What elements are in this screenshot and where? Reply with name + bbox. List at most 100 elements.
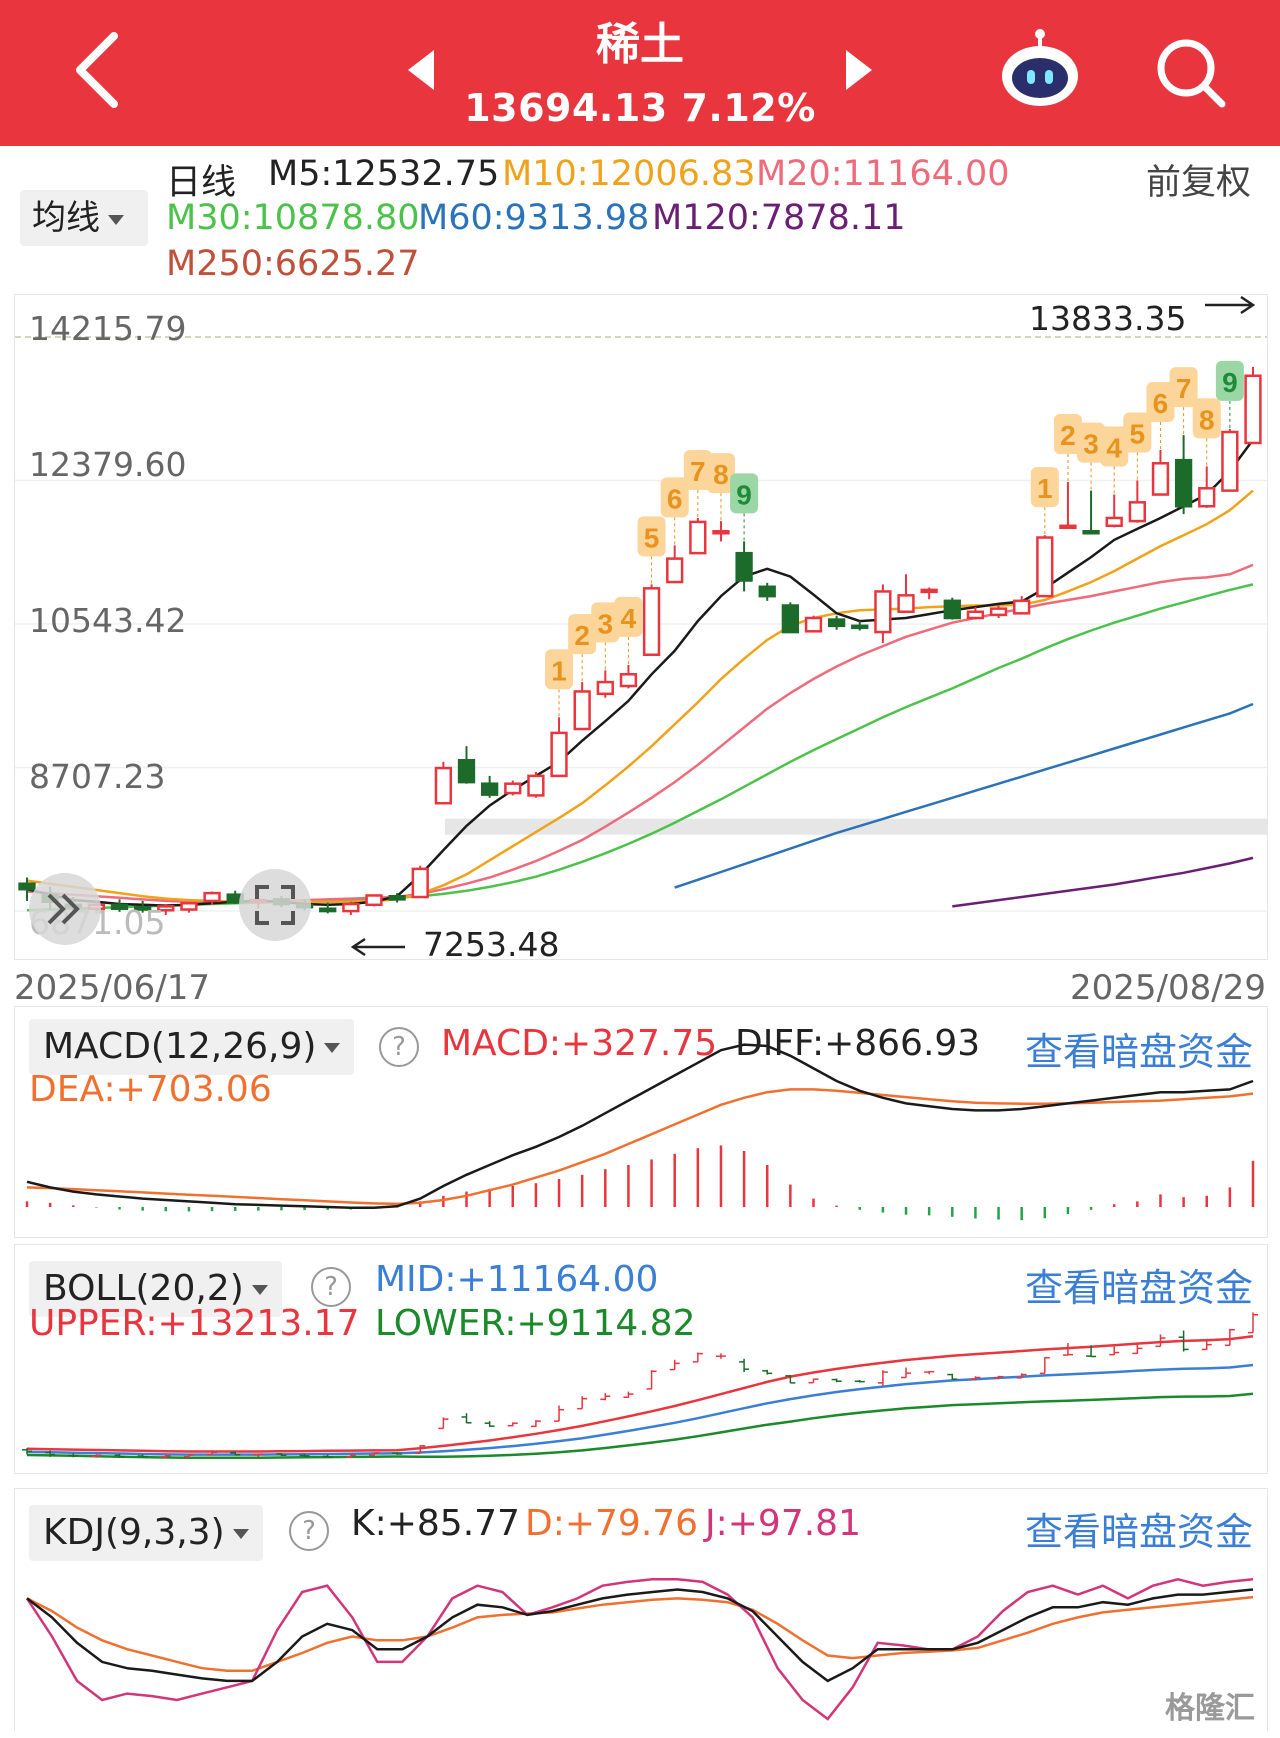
candle: [989, 607, 1008, 617]
help-icon[interactable]: ?: [289, 1511, 329, 1551]
page-title: 稀土: [596, 19, 684, 70]
dark-pool-link[interactable]: 查看暗盘资金: [1024, 1030, 1253, 1074]
ma5-value: M5:12532.75: [268, 154, 500, 194]
fullscreen-icon: [255, 885, 295, 925]
kdj-d-line: [26, 1595, 1254, 1673]
td-marker-label: 4: [621, 603, 637, 634]
indicator-select-label: 均线: [32, 198, 100, 238]
candle: [411, 867, 429, 899]
candle: [1221, 430, 1239, 492]
macd-value: MACD:+327.75: [441, 1023, 718, 1064]
current-price: 13694.13: [464, 86, 668, 130]
td-marker-label: 7: [690, 456, 706, 487]
help-icon[interactable]: ?: [311, 1267, 351, 1307]
candle: [804, 616, 823, 633]
td-marker-label: 4: [1106, 433, 1122, 464]
candle: [712, 530, 730, 535]
search-icon[interactable]: [1152, 34, 1228, 110]
candle: [619, 673, 638, 688]
ma20-value: M20:11164.00: [756, 154, 1010, 194]
td-marker-label: 9: [1222, 367, 1238, 398]
candle: [943, 599, 961, 620]
help-icon[interactable]: ?: [379, 1027, 419, 1067]
candle: [180, 902, 198, 911]
td-marker-label: 8: [1199, 404, 1215, 435]
back-arrow-icon[interactable]: [66, 30, 136, 110]
ma10-value: M10:12006.83: [502, 154, 756, 194]
td-marker-label: 2: [1060, 420, 1076, 451]
td-marker: [730, 473, 759, 514]
candle: [1174, 458, 1193, 508]
kdj-panel[interactable]: KDJ(9,3,3) ? K:+85.77 D:+79.76 J:+97.81 …: [14, 1488, 1268, 1731]
kdj-svg: [25, 1578, 1254, 1721]
chevron-down-icon: [251, 1285, 268, 1295]
macd-select[interactable]: MACD(12,26,9): [29, 1019, 355, 1075]
dea-line: [26, 1088, 1254, 1206]
td-marker-label: 2: [574, 620, 590, 651]
td-marker: [545, 649, 574, 690]
candle: [1128, 501, 1146, 523]
chevron-down-icon: [108, 214, 124, 225]
boll-select[interactable]: BOLL(20,2): [29, 1261, 282, 1317]
td-marker: [1053, 414, 1082, 455]
kdj-select[interactable]: KDJ(9,3,3): [29, 1505, 263, 1561]
robot-assistant-icon[interactable]: [996, 26, 1084, 110]
td-marker-label: 3: [1083, 429, 1099, 460]
candle: [1198, 487, 1216, 508]
candle: [388, 894, 406, 901]
td-marker-label: 5: [644, 522, 660, 553]
macd-svg: [25, 1043, 1255, 1221]
candle: [666, 557, 684, 584]
low-price-label: 7253.48: [423, 925, 560, 964]
candle: [874, 590, 892, 634]
kdj-d-value: D:+79.76: [525, 1503, 699, 1544]
td-marker: [637, 516, 666, 557]
candle: [758, 585, 776, 598]
adjust-mode[interactable]: 前复权: [1146, 163, 1252, 203]
candle: [480, 782, 499, 796]
candle: [642, 587, 661, 656]
prev-triangle-icon[interactable]: [404, 46, 438, 94]
header-bar: 稀土 13694.13 7.12%: [0, 0, 1280, 146]
expand-button[interactable]: [29, 873, 101, 945]
candle: [434, 766, 453, 805]
candle: [203, 891, 221, 903]
candle: [781, 604, 800, 634]
ma60-line: [674, 702, 1254, 889]
ma30-value: M30:10878.80: [166, 198, 420, 238]
candle: [504, 782, 522, 795]
candle: [1105, 516, 1123, 528]
dark-pool-link[interactable]: 查看暗盘资金: [1024, 1510, 1253, 1554]
boll-panel[interactable]: BOLL(20,2) ? MID:+11164.00 UPPER:+13213.…: [14, 1244, 1268, 1474]
boll-select-label: BOLL(20,2): [43, 1268, 244, 1309]
kdj-j-value: J:+97.81: [705, 1503, 861, 1544]
candle: [1059, 524, 1077, 530]
candle: [897, 594, 915, 614]
td-marker: [1146, 381, 1175, 422]
next-triangle-icon[interactable]: [842, 46, 876, 94]
td-marker-label: 7: [1176, 373, 1192, 404]
candle: [596, 680, 614, 696]
diff-value: DIFF:+866.93: [735, 1023, 981, 1064]
end-date: 2025/08/29: [1070, 968, 1266, 1008]
boll-mid-value: MID:+11164.00: [375, 1259, 659, 1300]
td-marker-label: 8: [713, 459, 729, 490]
boll-upper-line: [26, 1334, 1254, 1453]
macd-panel[interactable]: MACD(12,26,9) ? MACD:+327.75 DIFF:+866.9…: [14, 1006, 1268, 1238]
indicator-select[interactable]: 均线: [20, 190, 148, 246]
kdj-k-value: K:+85.77: [351, 1503, 520, 1544]
candle: [319, 907, 337, 913]
fullscreen-button[interactable]: [239, 869, 311, 941]
td-marker-label: 1: [551, 655, 567, 686]
candle: [527, 774, 545, 797]
td-marker: [1030, 467, 1059, 508]
dark-pool-link[interactable]: 查看暗盘资金: [1024, 1266, 1253, 1310]
td-marker: [1100, 426, 1129, 467]
td-marker: [706, 453, 735, 494]
ma250-value: M250:6625.27: [166, 244, 420, 284]
candle: [110, 903, 129, 910]
arrow-left-icon: [350, 937, 366, 957]
ma5-line: [26, 439, 1255, 907]
